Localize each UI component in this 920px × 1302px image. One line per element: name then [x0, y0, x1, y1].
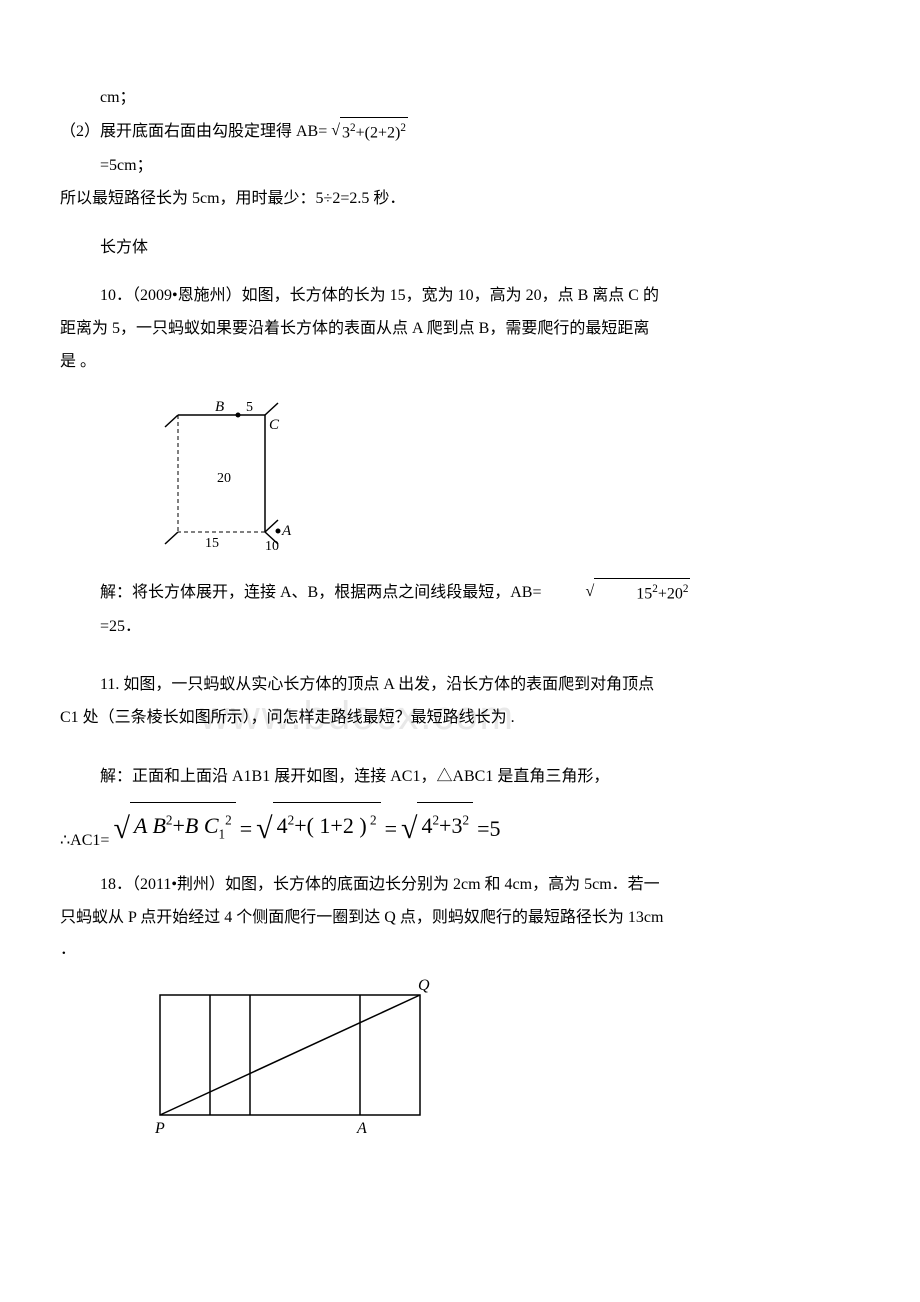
fig1-fifteen: 15: [205, 536, 219, 551]
q11-line1: 11. 如图，一只蚂蚁从实心长方体的顶点 A 出发，沿长方体的表面爬到对角顶点: [60, 671, 860, 700]
q18-line3: ．: [60, 936, 860, 965]
p2-prefix: （2）展开底面右面由勾股定理得 AB=: [60, 123, 331, 140]
sol10-line1: 解：将长方体展开，连接 A、B，根据两点之间线段最短，AB= √ 152+202: [60, 578, 860, 609]
fig3-Q: Q: [418, 977, 430, 994]
fig1-ten: 10: [265, 539, 279, 554]
q18-line2: 只蚂蚁从 P 点开始经过 4 个侧面爬行一圈到达 Q 点，则蚂奴爬行的最短路径长…: [60, 904, 860, 933]
fig1-C: C: [269, 417, 280, 433]
fig3-A: A: [356, 1120, 367, 1137]
figure-cuboid-1: B 5 C 20 A 15 10: [150, 387, 860, 568]
fig1-five: 5: [246, 400, 253, 415]
sol11-math: ∴AC1= √ A B2+B C12 = √ 42+( 1+2 ) 2 = √ …: [60, 802, 860, 856]
p2-line: （2）展开底面右面由勾股定理得 AB= √ 32+(2+2)2: [60, 117, 860, 148]
sol11-expr: √ A B2+B C12 = √ 42+( 1+2 ) 2 = √ 42+32 …: [113, 802, 500, 856]
p4-text: 所以最短路径长为 5cm，用时最少：5÷2=2.5 秒．: [60, 185, 860, 214]
p1-text: cm；: [60, 84, 860, 113]
sol10-sqrt: √ 152+202: [545, 578, 690, 609]
sqrt-icon: √: [545, 578, 594, 607]
p2-sqrt-body: 32+(2+2)2: [340, 117, 408, 148]
q10-line3: 是 。: [60, 348, 860, 377]
fig3-P: P: [154, 1120, 165, 1137]
fig1-B: B: [215, 399, 224, 415]
q18-line1: 18．（2011•荆州）如图，长方体的底面边长分别为 2cm 和 4cm，高为 …: [60, 871, 860, 900]
sol11-line1: 解：正面和上面沿 A1B1 展开如图，连接 AC1，△ABC1 是直角三角形，: [60, 763, 860, 792]
p2-sqrt: √ 32+(2+2)2: [331, 117, 408, 148]
heading-cuboid: 长方体: [60, 234, 860, 263]
sol10-prefix: 解：将长方体展开，连接 A、B，根据两点之间线段最短，AB=: [100, 584, 545, 601]
sol10-sqrt-body: 152+202: [594, 578, 690, 609]
q10-line1: 10．（2009•恩施州）如图，长方体的长为 15，宽为 10，高为 20，点 …: [60, 282, 860, 311]
fig1-twenty: 20: [217, 471, 231, 486]
p3-text: =5cm；: [60, 152, 860, 181]
sol11-prefix: ∴AC1=: [60, 832, 109, 849]
q10-line2: 距离为 5，一只蚂蚁如果要沿着长方体的表面从点 A 爬到点 B，需要爬行的最短距…: [60, 315, 860, 344]
figure-unfold: Q P A: [150, 975, 860, 1156]
sqrt-icon: √: [331, 117, 340, 146]
q11-line2: C1 处（三条棱长如图所示），问怎样走路线最短？最短路线长为 .: [60, 704, 860, 733]
sol11-result: =5: [477, 809, 500, 849]
sol10-eq: =25．: [60, 613, 860, 642]
fig1-A: A: [281, 523, 292, 539]
